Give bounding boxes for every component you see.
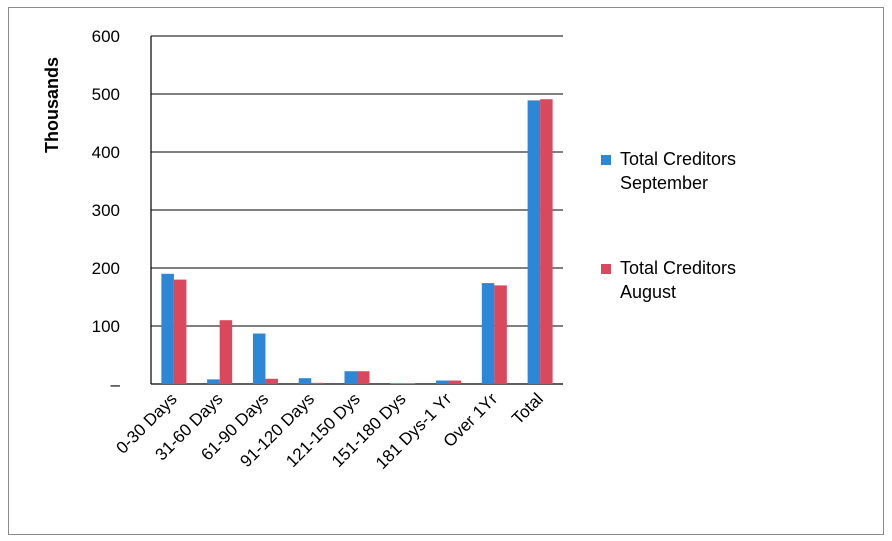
legend-swatch-september <box>601 155 611 165</box>
bar-august <box>448 380 462 384</box>
bar-september <box>390 383 403 384</box>
y-tick-label: 400 <box>92 143 120 162</box>
bar-september <box>344 371 357 384</box>
bar-september <box>252 333 266 384</box>
y-tick-label: 300 <box>92 201 120 220</box>
y-tick-label: 100 <box>92 317 120 336</box>
bars <box>161 99 553 384</box>
bar-september <box>207 379 220 384</box>
bar-september <box>527 100 541 384</box>
bar-september <box>161 273 174 384</box>
bar-august <box>219 320 233 384</box>
x-tick-label: Total <box>508 389 547 428</box>
bar-august <box>173 279 187 384</box>
bar-august <box>265 378 278 384</box>
legend-label: Total Creditors <box>620 149 736 169</box>
y-tick-label: 600 <box>92 27 120 46</box>
bar-august <box>357 371 370 384</box>
y-tick-label: – <box>111 375 121 394</box>
legend-swatch-august <box>601 264 611 274</box>
y-tick-labels: – 100 200 300 400 500 600 <box>92 27 121 394</box>
bar-august <box>494 285 507 384</box>
bar-august <box>311 382 324 384</box>
legend-label: Total Creditors <box>620 258 736 278</box>
gridlines <box>151 35 563 327</box>
y-tick-label: 500 <box>92 85 120 104</box>
bar-september <box>481 283 495 384</box>
legend-label: August <box>620 282 676 302</box>
bar-august <box>540 99 553 384</box>
bar-september <box>298 378 312 384</box>
legend-label: September <box>620 173 708 193</box>
bar-august <box>402 383 416 384</box>
chart-frame <box>8 7 884 535</box>
legend: Total Creditors September Total Creditors A… <box>601 149 736 302</box>
y-axis-label: Thousands <box>42 57 62 153</box>
y-tick-label: 200 <box>92 259 120 278</box>
bar-september <box>436 380 449 384</box>
